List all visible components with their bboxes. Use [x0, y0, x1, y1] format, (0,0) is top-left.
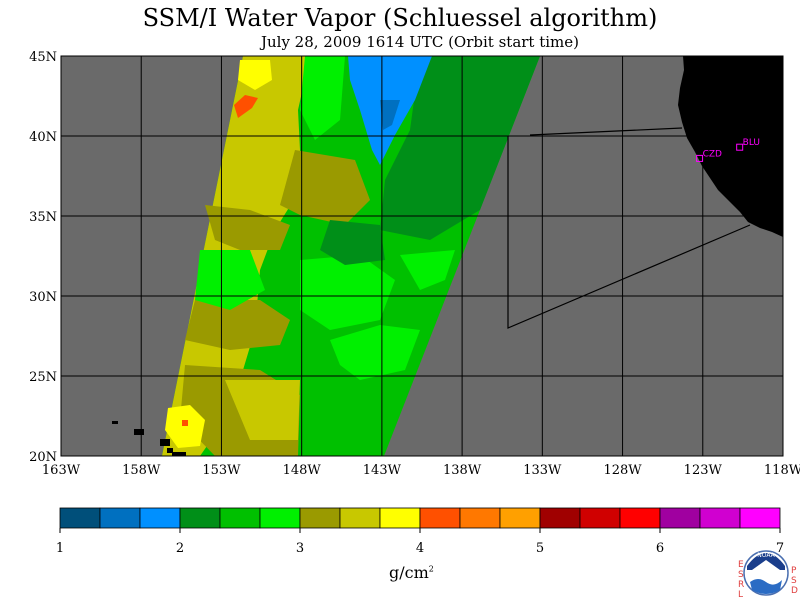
latitude-labels: 45N 40N 35N 30N 25N 20N — [29, 50, 57, 465]
logo-letter: D — [791, 586, 798, 596]
latitude-label: 25N — [29, 370, 57, 385]
map-subtitle: July 28, 2009 1614 UTC (Orbit start time… — [260, 33, 580, 51]
colorbar-swatch — [699, 507, 741, 529]
noaa-logo: NOAA — [743, 550, 789, 596]
longitude-labels: 163W 158W 153W 148W 143W 138W 133W 128W 123W 118W — [42, 463, 800, 478]
colorbar-swatch — [579, 507, 621, 529]
colorbar-swatch — [659, 507, 701, 529]
colorbar-tick-label: 6 — [656, 541, 664, 556]
colorbar-swatch — [619, 507, 661, 529]
outline-line — [529, 127, 683, 136]
latitude-label: 40N — [29, 130, 57, 145]
colorbar-swatch — [739, 507, 781, 529]
station-label: CZD — [703, 149, 722, 159]
latitude-label: 20N — [29, 450, 57, 465]
colorbar-swatch — [459, 507, 501, 529]
logo-letter: P — [791, 566, 797, 576]
latitude-label: 45N — [29, 50, 57, 65]
longitude-label: 148W — [283, 463, 322, 478]
longitude-label: 118W — [764, 463, 800, 478]
latitude-label: 30N — [29, 290, 57, 305]
colorbar-tick-label: 3 — [296, 541, 304, 556]
colorbar — [59, 507, 781, 529]
longitude-label: 123W — [684, 463, 723, 478]
station-marker — [736, 143, 744, 151]
colorbar-swatch — [179, 507, 221, 529]
colorbar-swatch — [139, 507, 181, 529]
longitude-label: 128W — [603, 463, 642, 478]
colorbar-unit: g/cm2 — [389, 563, 434, 582]
longitude-label: 158W — [122, 463, 161, 478]
logo-letter: S — [791, 576, 797, 586]
map-title: SSM/I Water Vapor (Schluessel algorithm) — [142, 4, 658, 32]
colorbar-tick-label: 4 — [416, 541, 424, 556]
longitude-label: 138W — [443, 463, 482, 478]
logo-letter: S — [738, 570, 744, 580]
colorbar-swatch — [499, 507, 541, 529]
colorbar-tick-label: 2 — [176, 541, 184, 556]
colorbar-swatch — [379, 507, 421, 529]
hawaii-islands — [112, 421, 186, 456]
colorbar-swatch — [339, 507, 381, 529]
water-vapor-swath — [162, 56, 540, 456]
logo-letter: E — [738, 560, 744, 570]
colorbar-swatch — [539, 507, 581, 529]
plot-border — [60, 55, 784, 457]
colorbar-ticks: 1 2 3 4 5 6 7 — [56, 528, 784, 556]
logo-letter: R — [738, 580, 745, 590]
station-markers: BLU CZD — [696, 138, 760, 162]
longitude-label: 153W — [202, 463, 241, 478]
colorbar-tick-label: 5 — [536, 541, 544, 556]
north-america-land — [678, 56, 783, 237]
colorbar-swatch — [99, 507, 141, 529]
colorbar-swatch — [259, 507, 301, 529]
outline-line — [507, 136, 751, 329]
logo-letter: L — [738, 590, 744, 600]
colorbar-swatch — [419, 507, 461, 529]
colorbar-swatch — [219, 507, 261, 529]
longitude-label: 143W — [363, 463, 402, 478]
colorbar-swatch — [299, 507, 341, 529]
longitude-label: 133W — [523, 463, 562, 478]
station-marker — [696, 154, 704, 162]
latitude-label: 35N — [29, 210, 57, 225]
station-label: BLU — [743, 138, 760, 148]
colorbar-swatch — [59, 507, 101, 529]
colorbar-tick-label: 7 — [776, 541, 784, 556]
logo-center-text: NOAA — [757, 552, 775, 559]
colorbar-tick-label: 1 — [56, 541, 64, 556]
longitude-label: 163W — [42, 463, 81, 478]
